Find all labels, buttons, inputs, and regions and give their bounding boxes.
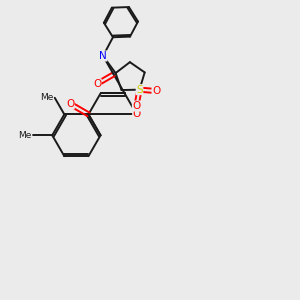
Text: N: N — [99, 51, 107, 61]
Text: O: O — [133, 110, 141, 119]
Text: O: O — [93, 79, 101, 89]
Text: Me: Me — [40, 93, 53, 102]
Text: O: O — [132, 101, 141, 111]
Text: O: O — [66, 99, 74, 109]
Text: Me: Me — [18, 131, 32, 140]
Text: O: O — [152, 86, 160, 96]
Text: S: S — [136, 85, 143, 94]
